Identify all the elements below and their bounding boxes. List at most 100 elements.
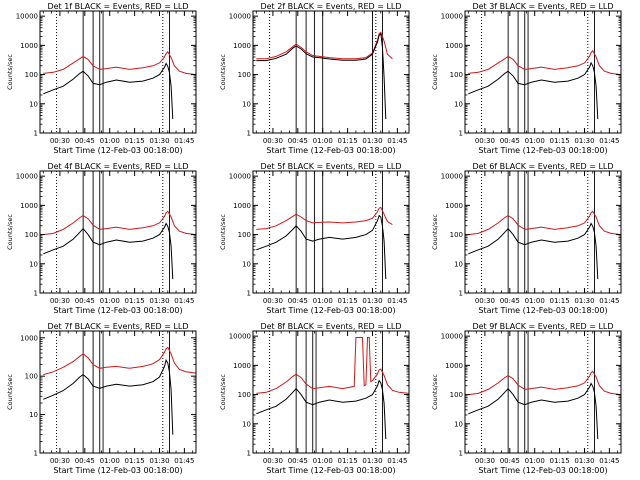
series-lld-line — [256, 31, 393, 60]
y-tick-label: 10000 — [229, 173, 251, 181]
y-tick-label: 1 — [34, 130, 38, 138]
x-tick-label: 01:00 — [525, 297, 545, 305]
x-tick-label: 00:45 — [288, 137, 308, 145]
x-tick-label: 01:30 — [149, 297, 169, 305]
panel-title: Det 7f BLACK = Events, RED = LLD — [47, 322, 188, 331]
y-tick-label: 100 — [25, 373, 38, 381]
y-tick-label: 1000 — [445, 362, 463, 370]
panel-title: Det 4f BLACK = Events, RED = LLD — [47, 162, 188, 171]
panel-det-5f: 1 10 100 1000 10000 00:30 00:45 01:00 01:15 01:30… — [219, 162, 410, 315]
x-tick-label: 01:30 — [149, 457, 169, 465]
x-axis-label: Start Time (12-Feb-03 00:18:00) — [478, 306, 607, 315]
y-axis-label: Counts/sec — [6, 214, 14, 250]
y-tick-label: 10 — [242, 260, 251, 268]
x-tick-label: 01:15 — [550, 137, 570, 145]
panel-title: Det 6f BLACK = Events, RED = LLD — [472, 162, 613, 171]
x-tick-label: 00:45 — [75, 457, 95, 465]
y-tick-label: 10 — [454, 420, 463, 428]
x-tick-label: 01:30 — [362, 297, 382, 305]
y-tick-label: 100 — [238, 231, 251, 239]
panel-det-6f: 1 10 100 1000 10000 00:30 00:45 01:00 01:15 01:30… — [431, 162, 622, 315]
x-tick-label: 00:30 — [263, 297, 283, 305]
y-tick-label: 10 — [29, 411, 38, 419]
x-axis-label: Start Time (12-Feb-03 00:18:00) — [266, 146, 395, 155]
series-events-line — [43, 222, 174, 280]
x-tick-label: 01:30 — [574, 137, 594, 145]
series-lld-line — [256, 337, 409, 394]
series-lld-line — [468, 210, 621, 236]
y-tick-label: 10000 — [229, 13, 251, 21]
x-tick-label: 01:45 — [599, 457, 619, 465]
series-lld-line — [468, 370, 621, 396]
y-tick-label: 100 — [25, 231, 38, 239]
panel-det-2f: 1 10 100 1000 10000 00:30 00:45 01:00 01:15 01:30… — [219, 2, 410, 155]
panel-det-8f: 1 10 100 1000 10000 00:30 00:45 01:00 01:15 01:30… — [219, 322, 410, 475]
y-tick-label: 1000 — [20, 42, 38, 50]
x-axis-label: Start Time (12-Feb-03 00:18:00) — [53, 466, 182, 475]
x-tick-label: 00:30 — [263, 137, 283, 145]
x-tick-label: 00:30 — [475, 297, 495, 305]
y-tick-label: 100 — [25, 71, 38, 79]
y-tick-label: 1 — [34, 290, 38, 298]
y-tick-label: 1 — [247, 450, 251, 458]
panel-title: Det 8f BLACK = Events, RED = LLD — [260, 322, 401, 331]
y-tick-label: 100 — [238, 391, 251, 399]
y-tick-label: 10 — [242, 100, 251, 108]
y-tick-label: 10000 — [441, 333, 463, 341]
y-axis-label: Counts/sec — [219, 214, 227, 250]
x-tick-label: 01:30 — [574, 297, 594, 305]
x-axis-label: Start Time (12-Feb-03 00:18:00) — [478, 146, 607, 155]
x-tick-label: 01:00 — [100, 457, 120, 465]
x-tick-label: 01:00 — [313, 137, 333, 145]
x-tick-label: 01:45 — [599, 137, 619, 145]
x-axis-label: Start Time (12-Feb-03 00:18:00) — [53, 146, 182, 155]
panel-det-3f: 1 10 100 1000 10000 00:30 00:45 01:00 01:15 01:30… — [431, 2, 622, 155]
x-tick-label: 01:45 — [174, 297, 194, 305]
panel-title: Det 5f BLACK = Events, RED = LLD — [260, 162, 401, 171]
y-tick-label: 1000 — [445, 42, 463, 50]
x-tick-label: 00:30 — [475, 137, 495, 145]
y-axis-label: Counts/sec — [6, 54, 14, 90]
y-tick-label: 10000 — [16, 173, 38, 181]
y-tick-label: 1 — [459, 290, 463, 298]
y-axis-label: Counts/sec — [431, 54, 439, 90]
y-tick-label: 10 — [29, 100, 38, 108]
x-tick-label: 01:45 — [387, 297, 407, 305]
panel-det-1f: 1 10 100 1000 10000 00:30 00:45 01:00 01:15 01:30… — [6, 2, 197, 155]
y-axis-label: Counts/sec — [219, 54, 227, 90]
y-tick-label: 10000 — [229, 333, 251, 341]
x-tick-label: 00:45 — [288, 297, 308, 305]
series-events-line — [43, 358, 174, 435]
x-axis-label: Start Time (12-Feb-03 00:18:00) — [478, 466, 607, 475]
series-lld-line — [43, 210, 196, 236]
y-tick-label: 10000 — [441, 173, 463, 181]
x-tick-label: 00:45 — [500, 137, 520, 145]
x-tick-label: 00:45 — [75, 297, 95, 305]
y-tick-label: 10000 — [16, 13, 38, 21]
y-axis-label: Counts/sec — [6, 374, 14, 410]
x-tick-label: 01:30 — [574, 457, 594, 465]
y-tick-label: 100 — [450, 71, 463, 79]
series-events-line — [468, 61, 599, 120]
x-tick-label: 01:30 — [362, 457, 382, 465]
x-tick-label: 01:45 — [599, 297, 619, 305]
x-tick-label: 01:30 — [362, 137, 382, 145]
x-axis-label: Start Time (12-Feb-03 00:18:00) — [266, 306, 395, 315]
panel-title: Det 9f BLACK = Events, RED = LLD — [472, 322, 613, 331]
series-lld-line — [256, 206, 393, 230]
x-tick-label: 01:15 — [125, 457, 145, 465]
series-events-line — [256, 214, 387, 280]
x-tick-label: 01:00 — [525, 457, 545, 465]
x-tick-label: 01:15 — [125, 297, 145, 305]
x-tick-label: 01:45 — [174, 457, 194, 465]
series-lld-line — [43, 50, 196, 76]
x-tick-label: 00:45 — [75, 137, 95, 145]
x-axis-label: Start Time (12-Feb-03 00:18:00) — [53, 306, 182, 315]
y-axis-label: Counts/sec — [431, 374, 439, 410]
y-tick-label: 1 — [34, 450, 38, 458]
x-tick-label: 01:15 — [125, 137, 145, 145]
x-tick-label: 01:00 — [100, 137, 120, 145]
y-tick-label: 1 — [459, 130, 463, 138]
panel-title: Det 1f BLACK = Events, RED = LLD — [47, 2, 188, 11]
